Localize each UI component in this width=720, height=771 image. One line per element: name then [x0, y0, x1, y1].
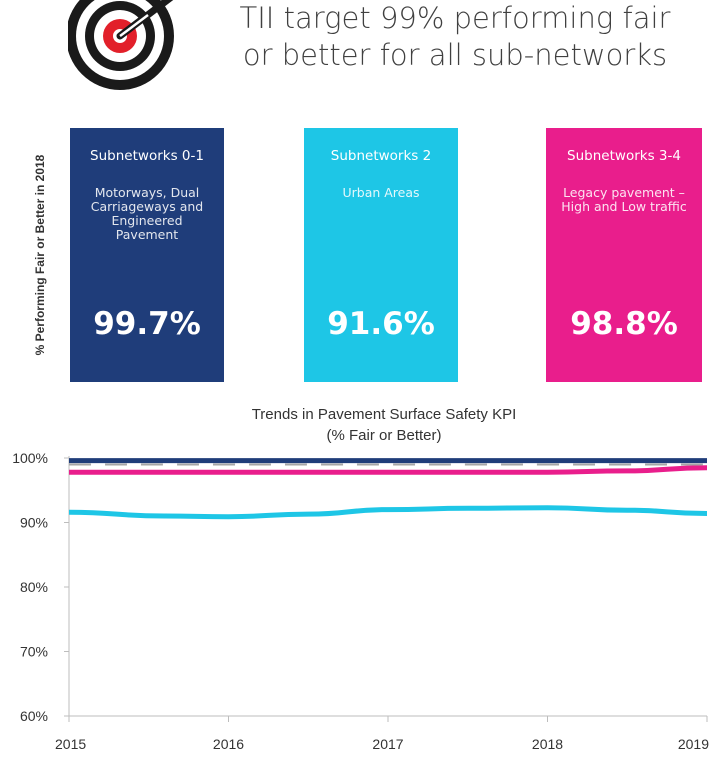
x-tick-label: 2019 [678, 736, 709, 752]
page-title-line-2: or better for all sub-networks [242, 38, 668, 72]
x-tick-label: 2016 [213, 736, 244, 752]
subnetwork-card-2: Subnetworks 2 Urban Areas 91.6% [304, 128, 458, 382]
card-value: 98.8% [570, 306, 678, 342]
card-title: Subnetworks 2 [330, 148, 432, 164]
card-title: Subnetworks 0-1 [90, 148, 204, 164]
card-description: Motorways, Dual Carriageways and Enginee… [90, 185, 204, 242]
page-title-line-1: TII target 99% performing fair [239, 1, 671, 35]
card-description: Urban Areas [342, 185, 420, 200]
series-line-2 [68, 505, 708, 520]
subnetwork-card-3-4: Subnetworks 3-4 Legacy pavement – High a… [546, 128, 702, 382]
card-description: Legacy pavement – High and Low traffic [561, 185, 687, 214]
subnetwork-card-0-1: Subnetworks 0-1 Motorways, Dual Carriage… [70, 128, 224, 382]
x-tick-label: 2015 [55, 736, 86, 752]
y-tick-label: 100% [12, 450, 48, 466]
y-tick-label: 60% [20, 708, 48, 724]
chart-title: Trends in Pavement Surface Safety KPI [252, 406, 517, 423]
x-tick-label: 2018 [532, 736, 563, 752]
x-tick-label: 2017 [372, 736, 403, 752]
page-title: TII target 99% performing fair or better… [190, 0, 720, 74]
y-tick-label: 70% [20, 644, 48, 660]
card-value: 91.6% [327, 306, 435, 342]
target-icon [68, 0, 174, 90]
chart-subtitle: (% Fair or Better) [326, 427, 441, 444]
card-value: 99.7% [93, 306, 201, 342]
series-line-1 [69, 465, 708, 475]
y-tick-label: 80% [20, 579, 48, 595]
trend-line-chart: Trends in Pavement Surface Safety KPI (%… [12, 406, 709, 752]
card-title: Subnetworks 3-4 [567, 148, 681, 164]
y-tick-label: 90% [20, 515, 48, 531]
